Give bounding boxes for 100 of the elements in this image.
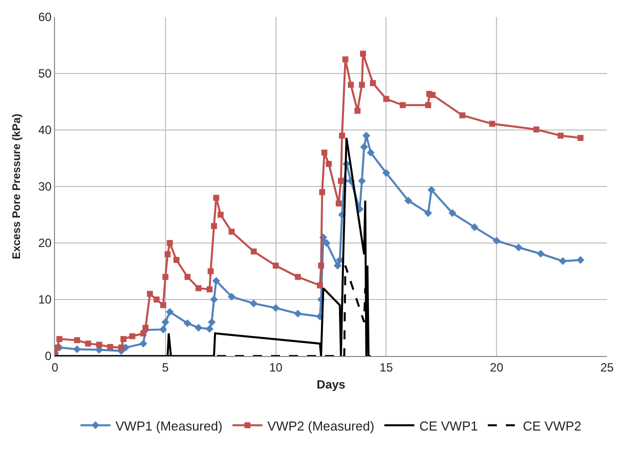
point	[382, 169, 390, 177]
x-tick-label: 10	[269, 360, 283, 374]
point	[213, 194, 220, 201]
point	[74, 337, 80, 344]
point	[228, 292, 236, 301]
point	[129, 333, 136, 340]
point	[85, 340, 92, 347]
point	[348, 82, 354, 88]
point	[206, 286, 213, 292]
point	[424, 209, 432, 217]
y-tick-label: 20	[38, 236, 52, 250]
point	[194, 324, 202, 332]
x-tick-label: 5	[162, 360, 170, 374]
y-tick-label: 30	[38, 180, 52, 194]
x-tick-label: 15	[380, 360, 394, 374]
point	[558, 132, 564, 139]
point	[383, 96, 390, 102]
point	[470, 223, 478, 232]
point	[196, 285, 202, 292]
point	[294, 310, 302, 318]
point	[96, 342, 102, 348]
point	[206, 324, 214, 333]
legend-label: CE VWP2	[522, 418, 582, 434]
point	[578, 134, 584, 141]
point	[294, 274, 301, 280]
point	[208, 268, 214, 274]
point	[342, 56, 348, 62]
point	[318, 262, 324, 269]
point	[338, 178, 344, 184]
point	[120, 336, 126, 342]
y-tick-label: 40	[38, 123, 52, 138]
point	[228, 228, 235, 235]
point	[142, 324, 149, 331]
point	[154, 296, 160, 302]
point	[533, 126, 540, 132]
point	[210, 296, 218, 304]
point	[339, 132, 346, 139]
point	[164, 251, 171, 258]
point	[576, 256, 584, 264]
point	[55, 344, 60, 351]
point	[184, 274, 190, 280]
point	[162, 318, 170, 326]
x-axis-title: Days	[316, 377, 346, 392]
point	[370, 80, 376, 86]
point	[250, 248, 257, 254]
legend-label: VWP2 (Measured)	[267, 418, 374, 434]
point	[56, 336, 62, 342]
point	[73, 345, 81, 354]
point	[428, 186, 436, 194]
y-tick-label: 60	[38, 10, 52, 24]
point	[162, 274, 168, 280]
point	[336, 200, 342, 206]
x-tick-label: 20	[490, 360, 504, 374]
point	[166, 240, 173, 246]
point	[425, 102, 432, 108]
point	[166, 308, 174, 316]
y-tick-label: 50	[38, 66, 52, 81]
point	[173, 256, 180, 263]
point	[326, 160, 332, 167]
point	[430, 92, 436, 98]
point	[404, 196, 412, 205]
point	[118, 344, 124, 351]
point	[140, 330, 146, 336]
point	[272, 262, 279, 269]
point	[358, 82, 365, 88]
point	[514, 244, 523, 252]
point	[400, 102, 406, 108]
point	[459, 112, 466, 118]
point	[212, 276, 220, 285]
y-axis-title: Excess Pore Pressure (kPa)	[10, 113, 23, 260]
point	[321, 150, 328, 156]
point	[316, 282, 323, 288]
point	[184, 319, 192, 328]
point	[360, 50, 366, 57]
point	[558, 257, 567, 265]
point	[218, 212, 224, 218]
legend-label: VWP1 (Measured)	[116, 418, 222, 434]
point	[334, 262, 342, 270]
point	[360, 143, 368, 151]
point	[208, 318, 216, 326]
point	[250, 300, 258, 308]
point	[489, 120, 496, 127]
y-tick-label: 0	[44, 349, 52, 364]
point	[160, 302, 166, 308]
y-tick-label: 10	[38, 292, 52, 307]
point	[536, 250, 545, 258]
point	[159, 326, 168, 334]
point	[210, 223, 217, 230]
point	[319, 189, 326, 196]
point	[366, 148, 375, 156]
point	[448, 209, 456, 217]
point	[146, 290, 153, 297]
point	[139, 340, 148, 348]
point	[358, 176, 366, 185]
point	[272, 304, 280, 312]
legend-label: CE VWP1	[419, 418, 478, 434]
x-tick-label: 25	[600, 360, 614, 374]
point	[107, 344, 114, 350]
point	[354, 108, 360, 114]
point	[492, 236, 500, 245]
